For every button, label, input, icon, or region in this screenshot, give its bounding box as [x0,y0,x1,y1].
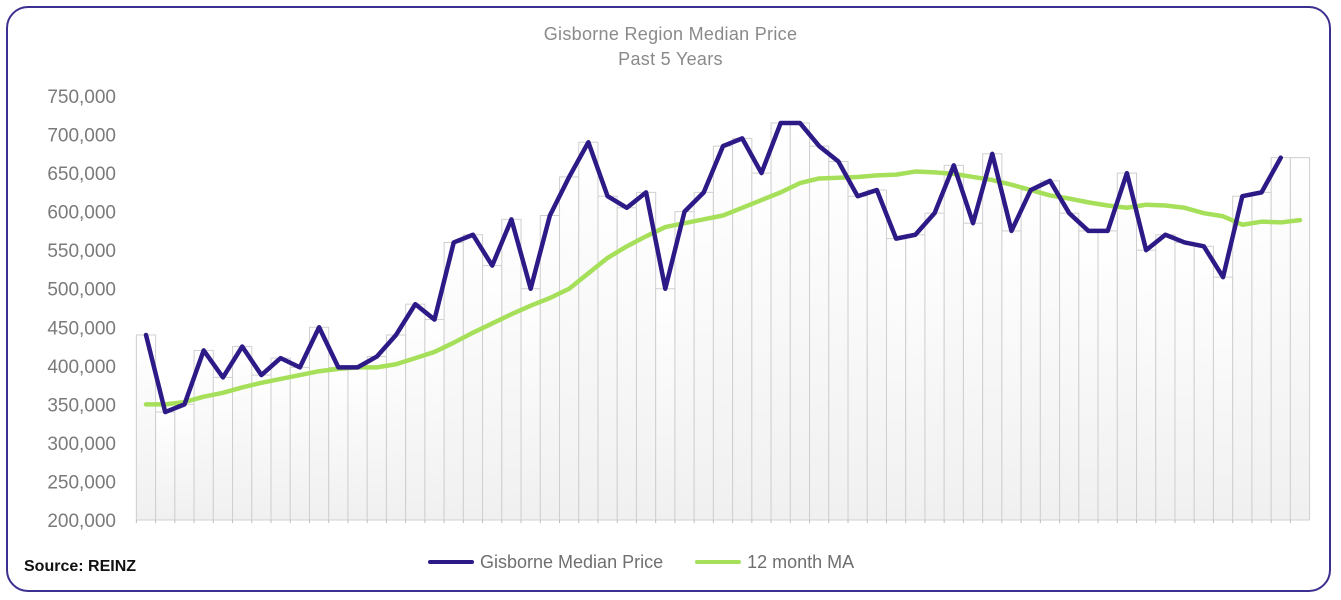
month-bar [501,218,522,521]
month-bar [1289,157,1311,521]
month-bar [885,238,907,521]
legend-label-moving-average: 12 month MA [747,551,855,572]
month-bar [578,141,599,521]
month-bar [539,214,561,521]
month-bar [1020,189,1041,521]
month-bar [828,161,849,521]
y-tick-label: 600,000 [47,203,116,224]
month-bar [732,137,753,521]
legend-item-moving-average: 12 month MA [695,552,854,573]
month-bar [982,153,1003,521]
month-bar [1039,180,1061,521]
month-bar [1193,245,1214,521]
month-bar [482,265,503,521]
source-note: Source: REINZ [24,558,137,575]
y-tick-label: 400,000 [47,357,116,378]
month-bar [1001,230,1022,521]
month-bar [520,288,541,521]
month-bar [443,241,464,521]
y-tick-label: 450,000 [47,318,116,339]
month-bar [366,356,387,521]
month-bar [174,403,195,521]
month-bar [1251,191,1272,521]
month-bar [1155,234,1176,521]
month-bar [770,122,791,521]
month-bar [328,366,349,521]
month-bar [289,366,310,521]
month-bar [712,145,734,521]
month-bar [1136,249,1157,521]
month-bar [308,326,330,521]
month-bar [155,411,176,521]
month-bar [674,211,695,521]
month-bar [597,195,618,521]
legend-swatch-moving-average [695,560,742,564]
month-bar [616,207,637,521]
month-bar [1174,241,1195,521]
y-tick-label: 250,000 [47,472,116,493]
month-bar [693,191,714,521]
y-tick-label: 350,000 [47,395,116,416]
month-bar [347,366,368,521]
legend-item-median-price: Gisborne Median Price [428,552,663,573]
chart-legend: Gisborne Median Price 12 month MA [428,549,886,575]
y-tick-label: 700,000 [47,126,116,147]
month-bar [1212,276,1234,521]
y-tick-label: 500,000 [47,280,116,301]
y-tick-label: 550,000 [47,241,116,262]
month-bar [924,212,945,521]
month-bar [559,176,580,521]
y-tick-label: 750,000 [47,87,116,108]
legend-label-median-price: Gisborne Median Price [480,551,664,572]
month-bar [962,222,984,521]
month-bar [212,376,234,521]
month-bar [1116,172,1138,521]
month-bar [943,164,964,521]
month-bar [809,145,830,521]
month-bar [847,195,868,521]
y-tick-label: 200,000 [47,511,116,532]
chart-subtitle: Past 5 Years [618,49,723,69]
month-bar [232,346,253,521]
month-bar [905,234,926,521]
month-bar [1270,157,1291,521]
legend-swatch-median-price [428,560,474,564]
chart-title: Gisborne Region Median Price [543,24,798,44]
month-bar [866,189,887,521]
month-bar [655,288,676,521]
month-bar [251,374,272,521]
month-bar [751,172,772,521]
y-tick-label: 650,000 [47,164,116,185]
month-bar [1078,230,1099,521]
month-bar [1059,212,1080,521]
month-bar [462,234,484,521]
month-bar [405,303,426,521]
series-line-median-price [143,120,1284,415]
month-bar [1232,195,1253,521]
y-tick-label: 300,000 [47,434,116,455]
month-bar [1097,230,1118,521]
